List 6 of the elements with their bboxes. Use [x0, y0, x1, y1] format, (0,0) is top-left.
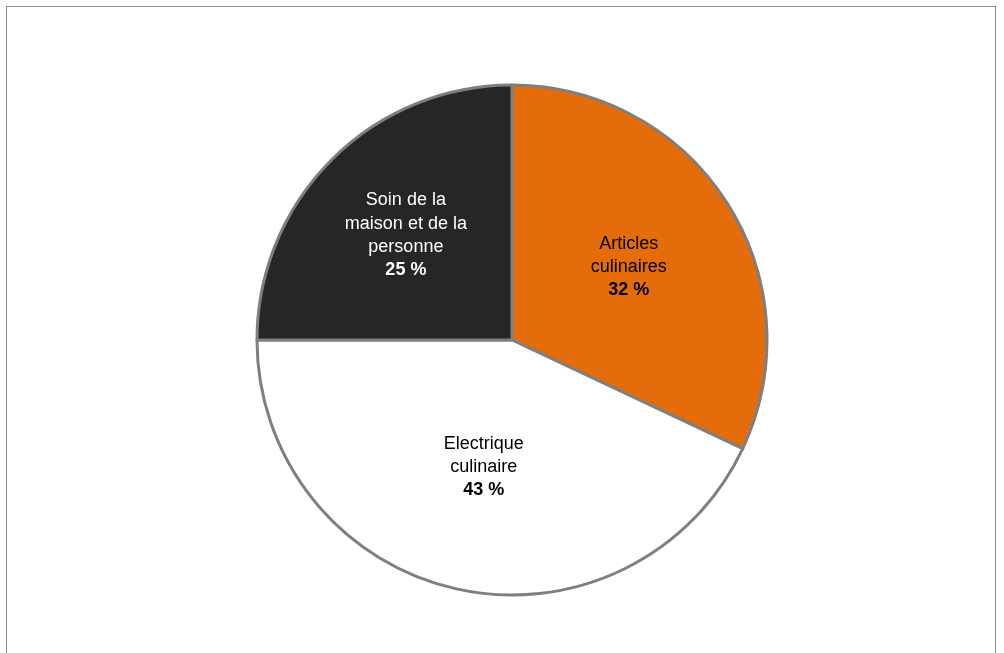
- slice-label: Soin de la maison et de la personne: [344, 189, 468, 257]
- slice-label: Electrique culinaire: [443, 432, 524, 476]
- data-label: 25 %: [385, 259, 427, 280]
- data-label: 43 %: [463, 479, 505, 500]
- data-label: 32 %: [608, 279, 650, 300]
- slice-label: Articles culinaires: [590, 232, 667, 276]
